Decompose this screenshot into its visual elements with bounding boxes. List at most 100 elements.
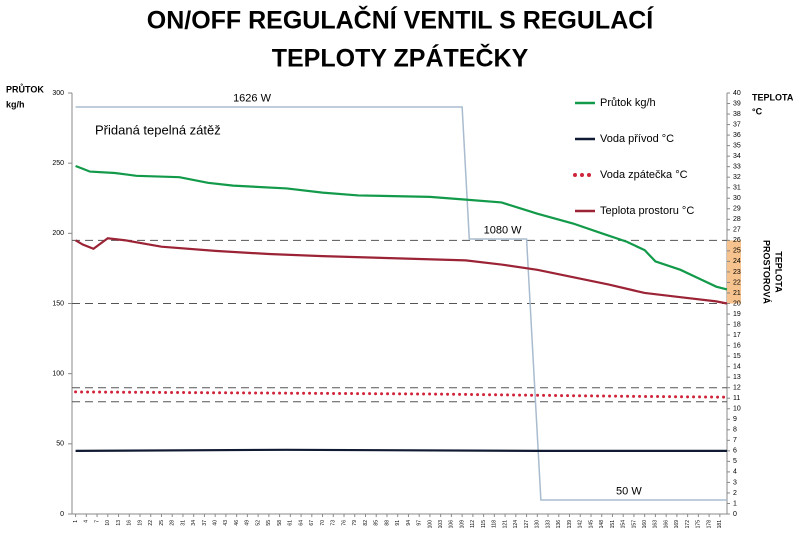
y-tick-label: 300 <box>52 90 64 97</box>
x-tick-label: 145 <box>588 520 594 529</box>
x-tick-label: 106 <box>449 520 455 529</box>
x-tick-label: 55 <box>266 520 272 526</box>
x-tick-label: 31 <box>180 520 186 526</box>
y2-tick-label: 5 <box>733 458 737 465</box>
y2-tick-label: 11 <box>733 395 740 402</box>
y2-tick-label: 13 <box>733 374 741 381</box>
y2-tick-label: 32 <box>733 174 741 181</box>
x-tick-label: 46 <box>234 520 240 526</box>
x-tick-label: 28 <box>170 520 176 526</box>
x-tick-label: 64 <box>298 520 304 526</box>
x-tick-label: 151 <box>610 520 616 529</box>
y2-axis-label: TEPLOTA <box>752 92 794 102</box>
legend-label: Voda přívod °C <box>600 133 674 145</box>
y2-tick-label: 8 <box>733 427 737 434</box>
x-tick-label: 19 <box>137 520 143 526</box>
x-tick-label: 124 <box>513 520 519 529</box>
y2-tick-label: 38 <box>733 111 741 118</box>
y-tick-label: 150 <box>52 300 64 307</box>
x-tick-label: 37 <box>202 520 208 526</box>
x-tick-label: 16 <box>127 520 133 526</box>
x-tick-label: 85 <box>374 520 380 526</box>
y2-tick-label: 7 <box>733 437 737 444</box>
y2-tick-label: 35 <box>733 142 741 149</box>
x-tick-label: 109 <box>459 520 465 529</box>
y2-tick-label: 39 <box>733 100 741 107</box>
y-tick-label: 250 <box>52 160 64 167</box>
y2-tick-label: 34 <box>733 153 741 160</box>
y2-tick-label: 14 <box>733 363 741 370</box>
x-tick-label: 1 <box>73 520 79 523</box>
x-tick-label: 142 <box>578 520 584 529</box>
y2-tick-label: 10 <box>733 406 741 413</box>
y2-tick-label: 30 <box>733 195 741 202</box>
x-tick-label: 133 <box>545 520 551 529</box>
x-tick-label: 22 <box>148 520 154 526</box>
y-tick-label: 50 <box>56 441 64 448</box>
y2-tick-label: 16 <box>733 342 741 349</box>
legend-label: Teplota prostoru °C <box>600 205 694 217</box>
y2-tick-label: 3 <box>733 479 737 486</box>
x-tick-label: 91 <box>395 520 401 526</box>
x-tick-label: 148 <box>599 520 605 529</box>
x-tick-label: 112 <box>470 520 476 528</box>
x-tick-label: 94 <box>406 520 412 526</box>
band-label: PROSTOROVÁ <box>762 240 772 304</box>
x-tick-label: 127 <box>524 520 530 529</box>
chart-title: ON/OFF REGULAČNÍ VENTIL S REGULACÍ <box>147 5 655 35</box>
x-tick-label: 160 <box>642 520 648 529</box>
x-tick-label: 76 <box>341 520 347 526</box>
x-tick-label: 88 <box>384 520 390 526</box>
y2-tick-label: 33 <box>733 164 741 171</box>
y2-tick-label: 40 <box>733 90 741 97</box>
x-tick-label: 121 <box>502 520 508 529</box>
x-tick-label: 166 <box>663 520 669 529</box>
annotation: Přidaná tepelná zátěž <box>95 122 221 137</box>
y2-tick-label: 31 <box>733 185 741 192</box>
y2-tick-label: 37 <box>733 121 741 128</box>
temperature-band <box>727 240 741 304</box>
series-line <box>75 237 728 305</box>
y-tick-label: 200 <box>52 230 64 237</box>
x-tick-label: 103 <box>438 520 444 529</box>
x-tick-label: 115 <box>481 520 487 528</box>
y2-tick-label: 6 <box>733 448 737 455</box>
legend-label: Voda zpátečka °C <box>600 169 688 181</box>
x-tick-label: 61 <box>288 520 294 526</box>
y2-tick-label: 0 <box>733 511 737 518</box>
y2-tick-label: 23 <box>733 269 741 276</box>
x-tick-label: 172 <box>685 520 691 529</box>
series-line <box>75 164 728 291</box>
y2-tick-label: 2 <box>733 490 737 497</box>
y-tick-label: 100 <box>52 371 64 378</box>
x-tick-label: 139 <box>567 520 573 529</box>
x-tick-label: 25 <box>159 520 165 526</box>
x-tick-label: 10 <box>105 520 111 526</box>
y2-tick-label: 20 <box>733 300 741 307</box>
y-tick-label: 0 <box>60 511 64 518</box>
y2-tick-label: 36 <box>733 132 741 139</box>
y2-tick-label: 4 <box>733 469 737 476</box>
y2-tick-label: 12 <box>733 385 741 392</box>
x-tick-label: 70 <box>320 520 326 526</box>
y2-tick-label: 18 <box>733 321 741 328</box>
x-tick-label: 67 <box>309 520 315 526</box>
y-axis-label: PRŮTOK <box>6 83 44 94</box>
y2-tick-label: 22 <box>733 279 741 286</box>
x-tick-label: 79 <box>352 520 358 526</box>
y-axis-label: kg/h <box>6 99 25 109</box>
x-tick-label: 130 <box>535 520 541 529</box>
load-line <box>75 106 727 501</box>
x-tick-label: 7 <box>94 520 100 523</box>
x-tick-label: 169 <box>674 520 680 529</box>
y2-tick-label: 17 <box>733 332 741 339</box>
x-tick-label: 58 <box>277 520 283 526</box>
x-tick-label: 4 <box>84 520 90 523</box>
series-line <box>74 390 729 399</box>
x-tick-label: 73 <box>331 520 337 526</box>
x-tick-label: 157 <box>631 520 637 529</box>
x-tick-label: 34 <box>191 520 197 526</box>
x-tick-label: 118 <box>492 520 498 528</box>
y2-tick-label: 15 <box>733 353 741 360</box>
load-label: 50 W <box>616 485 642 497</box>
